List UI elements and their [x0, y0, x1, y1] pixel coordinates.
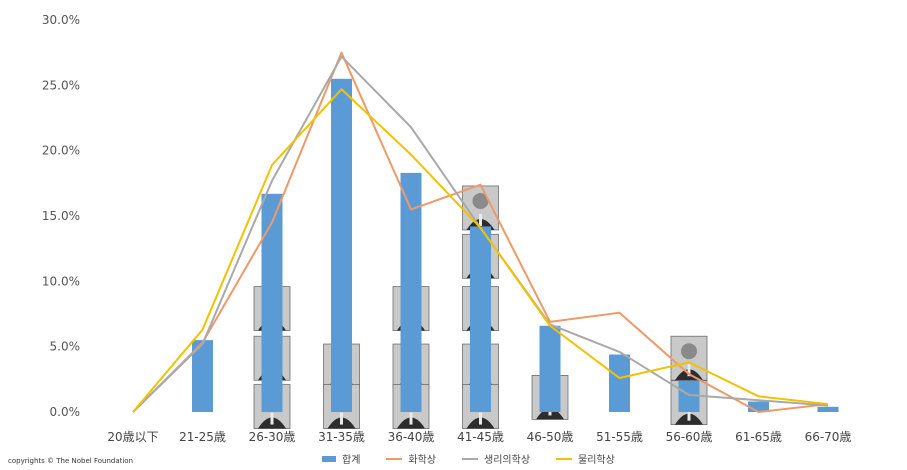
bar — [817, 406, 839, 412]
legend-label: 합계 — [342, 455, 361, 466]
portrait-shirt — [340, 412, 343, 425]
y-tick-label: 5.0% — [50, 340, 81, 354]
y-tick-label: 0.0% — [50, 405, 81, 419]
legend-item-medicine: 생리의학상 — [462, 451, 530, 466]
y-tick-label: 10.0% — [42, 274, 80, 288]
portrait-shirt — [409, 412, 413, 425]
x-tick-label: 36-40歳 — [388, 430, 435, 444]
y-tick-label: 15.0% — [42, 209, 80, 223]
portrait-shirt — [270, 412, 274, 425]
legend-label: 생리의학상 — [484, 455, 531, 466]
copyright-note: copyrights © The Nobel Foundation — [8, 457, 134, 465]
series-line — [132, 51, 829, 413]
bar — [261, 193, 283, 412]
x-tick-label: 61-65歳 — [735, 430, 782, 444]
portrait-shirt — [479, 213, 482, 226]
x-tick-label: 51-55歳 — [596, 430, 643, 444]
x-tick-label: 66-70歳 — [805, 430, 852, 444]
legend-item-physics: 물리학상 — [556, 451, 615, 466]
portrait-head — [472, 192, 489, 209]
bar — [678, 380, 700, 412]
bar — [400, 172, 422, 412]
x-tick-label: 21-25歳 — [179, 430, 226, 444]
bar — [539, 325, 561, 412]
series-line — [132, 88, 829, 413]
legend-swatch — [386, 457, 403, 460]
x-tick-label: 26-30歳 — [249, 430, 296, 444]
legend-label: 물리학상 — [578, 455, 615, 466]
legend-item-chemistry: 화학상 — [386, 451, 436, 466]
y-axis: 0.0% 5.0% 10.0% 15.0% 20.0% 25.0% 30.0% — [42, 13, 80, 419]
y-tick-label: 30.0% — [42, 13, 80, 27]
bar — [748, 401, 769, 412]
portrait-shirt — [687, 364, 691, 377]
x-tick-label: 41-45歳 — [457, 430, 504, 444]
x-tick-label: 20歳以下 — [107, 430, 158, 444]
legend-item-total: 합계 — [322, 451, 360, 466]
portrait-shirt — [479, 412, 482, 425]
x-tick-label: 46-50歳 — [527, 430, 574, 444]
y-tick-label: 25.0% — [42, 78, 80, 92]
legend-label: 화학상 — [408, 455, 437, 466]
legend: 합계 화학상 생리의학상 물리학상 — [322, 451, 615, 466]
bar-series — [192, 78, 839, 413]
bar — [609, 354, 630, 412]
bar — [192, 340, 213, 412]
portrait-head — [681, 343, 697, 360]
x-tick-label: 31-35歳 — [318, 430, 365, 444]
x-axis: 20歳以下 21-25歳 26-30歳 31-35歳 36-40歳 41-45歳 46-50… — [107, 430, 851, 444]
y-tick-label: 20.0% — [42, 144, 80, 158]
line-series — [132, 51, 829, 413]
bar — [331, 78, 352, 413]
legend-swatch — [462, 457, 479, 460]
x-tick-label: 56-60歳 — [666, 430, 713, 444]
legend-swatch — [556, 457, 573, 460]
portrait-shirt — [687, 408, 691, 421]
legend-swatch — [322, 455, 336, 462]
bar — [470, 226, 491, 412]
